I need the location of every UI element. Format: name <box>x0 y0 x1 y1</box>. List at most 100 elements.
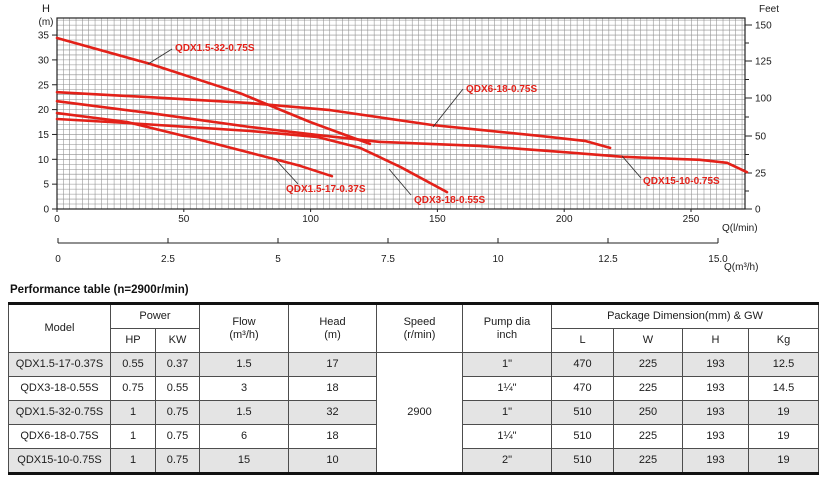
curve-label-QDX1.5-17-0.37S: QDX1.5-17-0.37S <box>286 184 366 195</box>
cell-package-h: 193 <box>682 448 749 474</box>
cell-flow: 1.5 <box>199 352 289 377</box>
cell-pump-dia: 1" <box>462 400 552 425</box>
curve-label-QDX6-18-0.75S: QDX6-18-0.75S <box>466 84 537 95</box>
curve-QDX1.5-17-0.37S <box>55 111 334 178</box>
curve-label-QDX1.5-32-0.75S: QDX1.5-32-0.75S <box>175 43 255 54</box>
cell-pump-dia: 1¼" <box>462 424 552 449</box>
x-axis-tick-label: 100 <box>302 214 319 225</box>
y-axis-left-tick-label: 25 <box>38 80 50 91</box>
cell-flow: 15 <box>199 448 289 474</box>
cell-power-kw: 0.75 <box>155 448 200 474</box>
cell-power-hp: 0.75 <box>110 376 156 401</box>
col-header-model: Model <box>8 303 111 353</box>
table-row: QDX6-18-0.75S 1 0.75 6 18 1¼" 510 225 193 19 <box>8 424 819 449</box>
y-axis-left-tick-label: 10 <box>38 155 50 166</box>
col-header-flow: Flow (m³/h) <box>199 303 289 353</box>
cell-package-l: 470 <box>551 352 614 377</box>
y-axis-left-tick-label: 15 <box>38 130 50 141</box>
x-axis2-tick-label: 15.0 <box>708 254 728 265</box>
cell-package-kg: 14.5 <box>748 376 819 401</box>
cell-pump-dia: 2" <box>462 448 552 474</box>
cell-package-l: 470 <box>551 376 614 401</box>
x-axis2-tick-label: 7.5 <box>381 254 395 265</box>
curve-QDX1.5-32-0.75S <box>55 36 372 146</box>
cell-package-kg: 19 <box>748 400 819 425</box>
cell-package-l: 510 <box>551 448 614 474</box>
cell-package-kg: 19 <box>748 424 819 449</box>
cell-head: 18 <box>288 424 377 449</box>
cell-package-l: 510 <box>551 424 614 449</box>
cell-package-w: 225 <box>613 352 683 377</box>
cell-package-w: 225 <box>613 376 683 401</box>
x-axis-tick-label: 0 <box>54 214 60 225</box>
curve-QDX3-18-0.55S <box>55 117 449 194</box>
cell-flow: 1.5 <box>199 400 289 425</box>
curve-leader-QDX3-18-0.55S <box>388 168 412 196</box>
cell-package-w: 225 <box>613 448 683 474</box>
cell-flow: 6 <box>199 424 289 449</box>
x-axis-tick-label: 250 <box>683 214 700 225</box>
x-axis2-tick-label: 10 <box>492 254 504 265</box>
pump-dia-header-line2: inch <box>496 328 518 341</box>
x-axis2-tick-label: 12.5 <box>598 254 618 265</box>
y-axis-right-tick-label: 25 <box>755 169 767 180</box>
chart-grid <box>57 18 745 209</box>
x-axis2-tick-label: 0 <box>55 254 61 265</box>
cell-package-w: 225 <box>613 424 683 449</box>
x-axis-tick-label: 200 <box>556 214 573 225</box>
y-axis-right-title: Feet <box>759 4 779 15</box>
curve-leader-QDX6-18-0.75S <box>432 88 464 128</box>
curve-leader-QDX1.5-32-0.75S <box>147 48 173 65</box>
curve-QDX6-18-0.75S <box>55 90 612 150</box>
x-axis-title: Q(l/min) <box>722 223 758 234</box>
cell-pump-dia: 1¼" <box>462 376 552 401</box>
col-header-kg: Kg <box>748 328 819 353</box>
cell-package-h: 193 <box>682 424 749 449</box>
col-header-head: Head (m) <box>288 303 377 353</box>
cell-power-hp: 1 <box>110 400 156 425</box>
curve-QDX15-10-0.75S <box>55 99 749 174</box>
cell-power-kw: 0.75 <box>155 424 200 449</box>
axis-ticks <box>52 24 752 212</box>
cell-package-h: 193 <box>682 376 749 401</box>
curve-label-QDX15-10-0.75S: QDX15-10-0.75S <box>643 176 720 187</box>
col-header-hp: HP <box>110 328 156 353</box>
y-axis-left-title: H <box>42 3 50 15</box>
cell-head: 17 <box>288 352 377 377</box>
cell-package-l: 510 <box>551 400 614 425</box>
x-axis2-title: Q(m³/h) <box>724 262 758 273</box>
cell-model: QDX15-10-0.75S <box>8 448 111 474</box>
col-header-l: L <box>551 328 614 353</box>
cell-pump-dia: 1" <box>462 352 552 377</box>
col-header-pump-dia: Pump dia inch <box>462 303 552 353</box>
y-axis-right-tick-label: 0 <box>755 205 761 216</box>
cell-flow: 3 <box>199 376 289 401</box>
col-header-power: Power <box>110 303 200 329</box>
y-axis-left-tick-label: 5 <box>43 180 49 191</box>
cell-power-kw: 0.75 <box>155 400 200 425</box>
cell-power-hp: 1 <box>110 448 156 474</box>
y-axis-left-tick-label: 0 <box>43 205 49 216</box>
cell-package-w: 250 <box>613 400 683 425</box>
y-axis-left-tick-label: 20 <box>38 105 50 116</box>
cell-speed: 2900 <box>376 352 463 474</box>
x-axis-tick-label: 50 <box>178 214 190 225</box>
curve-leader-QDX1.5-17-0.37S <box>275 159 299 185</box>
cell-power-hp: 0.55 <box>110 352 156 377</box>
x-axis2-tick-label: 2.5 <box>161 254 175 265</box>
cell-model: QDX3-18-0.55S <box>8 376 111 401</box>
cell-power-kw: 0.55 <box>155 376 200 401</box>
performance-table: Model Power Flow (m³/h) Head (m) Speed (… <box>8 302 819 475</box>
head-header-line1: Head <box>319 315 346 328</box>
head-header-line2: (m) <box>324 328 341 341</box>
x-axis2-tick-label: 5 <box>275 254 281 265</box>
y-axis-left-tick-label: 35 <box>38 31 50 42</box>
curve-leader-QDX15-10-0.75S <box>621 155 642 179</box>
col-header-h: H <box>682 328 749 353</box>
y-axis-right-tick-label: 125 <box>755 57 772 68</box>
cell-model: QDX1.5-17-0.37S <box>8 352 111 377</box>
table-row: QDX15-10-0.75S 1 0.75 15 10 2" 510 225 193 19 <box>8 448 819 474</box>
x-axis-tick-label: 150 <box>429 214 446 225</box>
